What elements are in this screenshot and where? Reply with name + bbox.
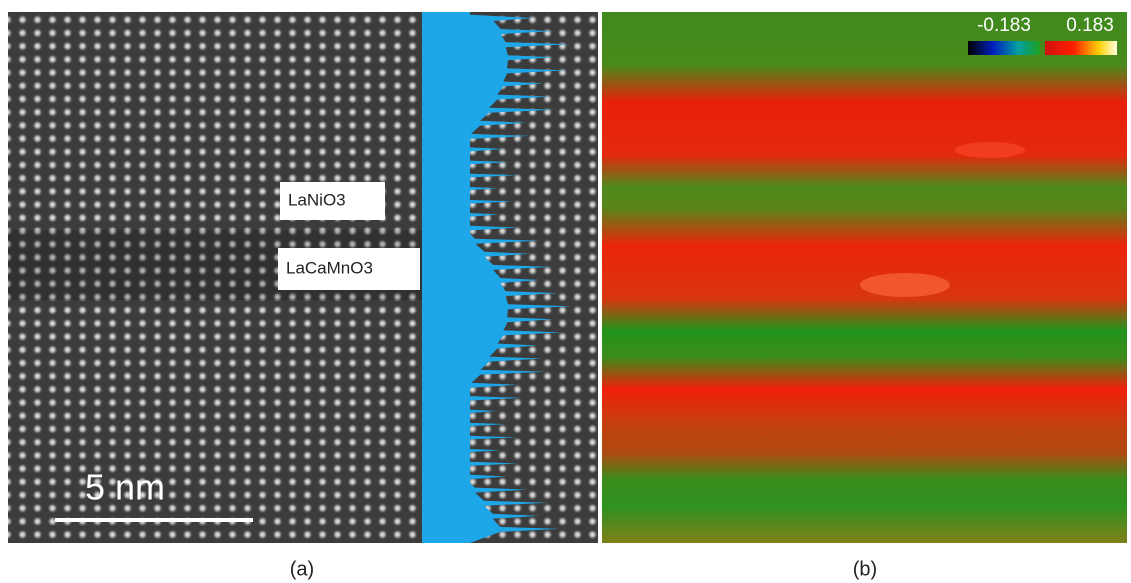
intensity-profile [422,12,573,543]
layer-label: LaNiO3 [288,190,346,209]
scale-bar-label: 5 nm [85,467,165,508]
strain-map [602,12,1127,543]
hot-spot [860,273,950,297]
profile-spikes [422,12,573,543]
label-box [278,248,420,290]
caption: (a) [290,558,314,580]
divider [598,12,602,543]
layer-label: LaCaMnO3 [286,258,373,277]
scale-bar [55,518,253,522]
colorbar-min: -0.183 [977,15,1031,36]
caption: (b) [853,558,877,580]
label-box [280,182,385,220]
colorbar-max: 0.183 [1066,15,1114,36]
colorbar-positive [1045,41,1117,55]
hot-spot [955,142,1025,158]
colorbar-negative [968,41,1040,55]
